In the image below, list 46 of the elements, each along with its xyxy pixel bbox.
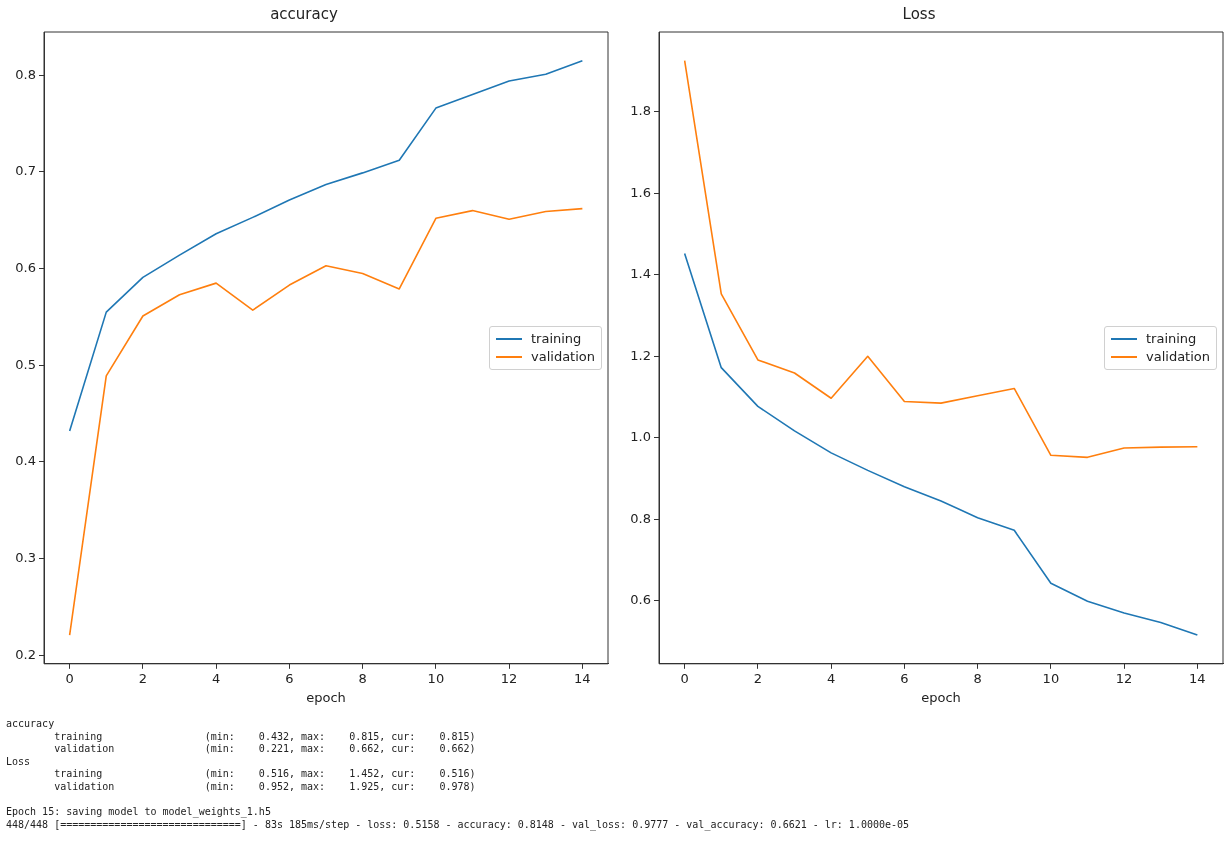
y-tick-label: 0.2 [15,646,36,662]
x-axis-title: epoch [306,689,346,705]
y-tick-label: 1.2 [630,347,651,363]
x-tick-label: 0 [65,670,74,686]
legend-label: validation [531,349,596,365]
y-tick-label: 1.6 [630,184,651,200]
x-tick-label: 12 [500,670,518,686]
y-tick-label: 1.8 [630,103,651,119]
x-tick-label: 2 [138,670,148,686]
y-tick-label: 1.4 [630,266,651,282]
x-axis-title: epoch [921,689,961,705]
y-tick-label: 0.4 [15,453,36,469]
y-tick-label: 0.6 [15,259,36,275]
y-tick-label: 0.5 [15,356,36,372]
x-tick-label: 0 [680,670,689,686]
y-tick-label: 0.8 [630,510,651,526]
text: 448/448 [==============================] - 83s 185ms/step - loss: 0.5158 - accuracy: 0.8148 - val_loss: 0.9777 - val_accuracy: 0.6621 - lr: 1.0000e-05 [6,818,910,830]
text: Epoch 15: saving model to model_weights_1.h5 [6,806,271,818]
x-tick-label: 2 [753,670,763,686]
y-tick-label: 0.3 [15,550,36,566]
x-tick-label: 10 [1042,670,1060,686]
legend-label: training [1146,331,1197,347]
chart-title: accuracy [270,4,338,23]
x-tick-label: 10 [427,670,445,686]
x-tick-label: 14 [574,670,591,686]
text: training (min: 0.516, max: 1.452, cur: 0.516) [54,768,476,780]
y-tick-label: 0.8 [15,66,36,82]
chart-title: Loss [902,4,936,23]
text: Loss [6,755,31,767]
x-tick-label: 4 [826,670,836,686]
x-tick-label: 8 [973,670,982,686]
text: training (min: 0.432, max: 0.815, cur: 0.815) [54,730,476,742]
y-tick-label: 0.6 [630,592,651,608]
x-tick-label: 4 [211,670,221,686]
x-tick-label: 8 [358,670,367,686]
text: accuracy [6,718,55,729]
y-tick-label: 0.7 [15,163,36,179]
text: validation (min: 0.221, max: 0.662, cur: 0.662) [54,743,476,755]
legend-label: validation [1146,349,1211,365]
legend-label: training [531,331,582,347]
text: validation (min: 0.952, max: 1.925, cur: 0.978) [54,780,476,792]
x-tick-label: 6 [900,670,909,686]
x-tick-label: 6 [285,670,294,686]
x-tick-label: 14 [1189,670,1206,686]
y-tick-label: 1.0 [630,429,651,445]
x-tick-label: 12 [1115,670,1133,686]
